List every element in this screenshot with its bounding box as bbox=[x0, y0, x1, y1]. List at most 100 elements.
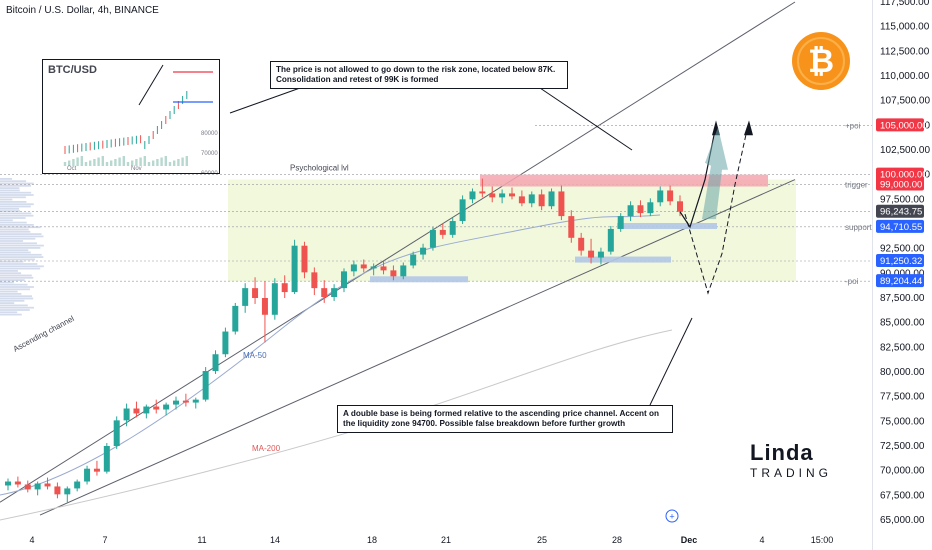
inset-x-tick: Nov bbox=[131, 166, 142, 172]
y-tick-label: 75,000.00 bbox=[880, 416, 925, 427]
bottom-callout-text: A double base is being formed relative t… bbox=[343, 409, 660, 428]
inset-volume-bar bbox=[68, 160, 71, 166]
volume-profile-bar bbox=[0, 247, 41, 249]
candle-body bbox=[568, 216, 575, 238]
volume-profile-bar bbox=[0, 189, 20, 192]
ma50-label: MA-50 bbox=[243, 351, 267, 360]
price-label-current: 96,243.75 bbox=[880, 207, 922, 218]
volume-profile-bar bbox=[0, 210, 21, 212]
ma200-label: MA-200 bbox=[252, 444, 281, 453]
candle-body bbox=[163, 404, 170, 410]
volume-profile-bar bbox=[0, 295, 33, 298]
volume-profile-bar bbox=[0, 249, 29, 252]
candle-body bbox=[607, 228, 614, 252]
volume-profile-bar bbox=[0, 244, 44, 247]
volume-profile-bar bbox=[0, 260, 24, 263]
support-zone-3 bbox=[370, 276, 468, 283]
candle-body bbox=[449, 221, 456, 235]
volume-profile-bar bbox=[0, 235, 44, 238]
y-tick-label: 70,000.00 bbox=[880, 466, 925, 477]
candle-body bbox=[469, 191, 476, 200]
volume-profile-bar bbox=[0, 184, 31, 187]
candle-body bbox=[232, 305, 239, 332]
candle-body bbox=[34, 483, 41, 490]
projection-alt-path bbox=[684, 125, 749, 295]
projection-alt-arrowhead bbox=[744, 120, 753, 136]
candle-body bbox=[291, 245, 298, 293]
volume-profile-bar bbox=[0, 258, 36, 261]
x-tick-label: 11 bbox=[197, 535, 206, 545]
volume-profile-bar bbox=[0, 267, 41, 270]
inset-volume-bar bbox=[173, 160, 176, 166]
linda-trading-logo: Linda TRADING bbox=[750, 440, 850, 490]
volume-profile-bar bbox=[0, 201, 27, 203]
inset-volume-bar bbox=[152, 160, 155, 166]
candle-body bbox=[113, 420, 120, 446]
volume-profile-bar bbox=[0, 306, 34, 309]
inset-volume-bar bbox=[93, 159, 96, 166]
inset-volume-bar bbox=[76, 157, 79, 166]
inset-volume-bar bbox=[110, 160, 113, 166]
candle-body bbox=[667, 190, 674, 202]
volume-profile-bar bbox=[0, 288, 30, 291]
y-tick-label: 97,500.00 bbox=[880, 194, 925, 205]
price-label-support: 91,250.32 bbox=[880, 256, 922, 267]
volume-profile-bar bbox=[0, 180, 27, 183]
candle-body bbox=[271, 283, 278, 315]
candle-body bbox=[439, 229, 446, 235]
side-label-poi: +poi bbox=[845, 121, 861, 130]
volume-profile-bar bbox=[0, 263, 38, 265]
volume-profile-bar bbox=[0, 274, 32, 277]
inset-volume-bar bbox=[143, 156, 146, 166]
x-tick-label: 4 bbox=[29, 535, 34, 545]
inset-trend-arrow bbox=[138, 64, 164, 106]
inset-volume-bar bbox=[122, 156, 125, 166]
price-label-target: 100,000.00 bbox=[880, 170, 928, 181]
x-tick-label: 25 bbox=[537, 535, 547, 545]
candle-body bbox=[429, 229, 436, 248]
inset-chart-canvas: 80000 70000 60000 Oct Nov bbox=[63, 64, 218, 173]
y-tick-label: 67,500.00 bbox=[880, 490, 925, 501]
candle-body bbox=[123, 408, 130, 421]
volume-profile-bar bbox=[0, 283, 28, 286]
candle-body bbox=[578, 237, 585, 251]
candle-body bbox=[370, 266, 377, 269]
candle-body bbox=[400, 265, 407, 277]
y-tick-label: 72,500.00 bbox=[880, 441, 925, 452]
candle-body bbox=[103, 446, 110, 472]
candle-body bbox=[222, 331, 229, 355]
candle-body bbox=[390, 270, 397, 277]
inset-title: BTC/USD bbox=[48, 64, 97, 76]
volume-profile-bar bbox=[0, 207, 20, 210]
x-tick-label: 7 bbox=[102, 535, 107, 545]
inset-volume-bar bbox=[72, 159, 75, 166]
candle-body bbox=[588, 250, 595, 258]
inset-y-tick: 80000 bbox=[201, 131, 218, 137]
y-tick-label: 112,500.00 bbox=[880, 46, 930, 57]
candle-body bbox=[627, 205, 634, 217]
inset-volume-bar bbox=[135, 159, 138, 166]
candle-body bbox=[202, 371, 209, 400]
candle-body bbox=[192, 399, 199, 403]
candle-body bbox=[143, 406, 150, 414]
volume-profile-bar bbox=[0, 214, 34, 217]
volume-profile-bar bbox=[0, 242, 38, 245]
candle-body bbox=[617, 216, 624, 229]
y-tick-label: 107,500.00 bbox=[880, 96, 930, 107]
candle-body bbox=[84, 468, 91, 482]
x-tick-label: 21 bbox=[441, 535, 451, 545]
resistance-zone bbox=[480, 174, 768, 187]
y-tick-label: 92,500.00 bbox=[880, 244, 925, 255]
volume-profile-bar bbox=[0, 276, 34, 279]
volume-profile-bar bbox=[0, 217, 26, 219]
price-label-bg-support bbox=[876, 274, 924, 288]
candle-body bbox=[420, 247, 427, 255]
volume-profile-bar bbox=[0, 313, 22, 316]
inset-volume-bar bbox=[97, 157, 100, 166]
y-tick-label: 77,500.00 bbox=[880, 392, 925, 403]
logo-bottom-text: TRADING bbox=[750, 466, 832, 480]
channel-lower-line bbox=[39, 179, 796, 516]
candle-body bbox=[64, 488, 71, 495]
volume-profile-bar bbox=[0, 265, 44, 268]
